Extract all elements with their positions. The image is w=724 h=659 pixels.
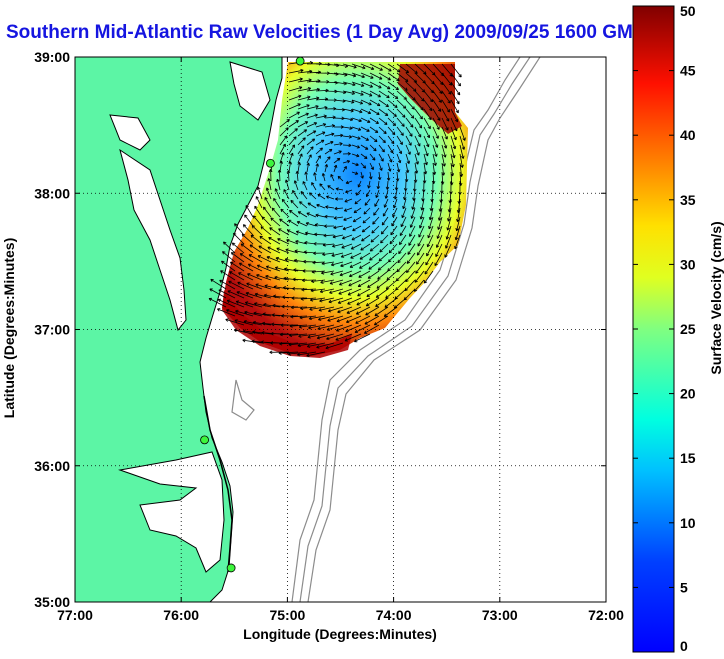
colorbar-tick-label: 50	[680, 3, 696, 19]
x-axis-label: Longitude (Degrees:Minutes)	[243, 626, 437, 642]
colorbar-ticks: 0 5 10 15 20 25 30 35 40 45 50	[633, 3, 696, 654]
radar-site-marker	[200, 435, 209, 445]
radar-site-marker	[226, 563, 236, 573]
colorbar-tick-label: 0	[680, 638, 688, 654]
map-grid	[75, 57, 606, 602]
radar-sites	[200, 57, 305, 573]
colorbar-tick-label: 15	[680, 450, 696, 466]
colorbar-tick-label: 20	[680, 386, 696, 402]
y-tick-label: 36:00	[34, 458, 70, 474]
x-axis-ticks: 77:00 76:00 75:00 74:00 73:00 72:00	[57, 57, 624, 623]
map-title: Southern Mid-Atlantic Raw Velocities (1 …	[6, 22, 645, 43]
x-tick-label: 76:00	[163, 607, 199, 623]
bay-water	[229, 61, 271, 121]
sound-water	[118, 451, 225, 573]
y-tick-label: 35:00	[34, 594, 70, 610]
x-tick-label: 75:00	[269, 607, 305, 623]
x-tick-label: 73:00	[482, 607, 518, 623]
colorbar-tick-label: 30	[680, 256, 696, 272]
colorbar-tick-label: 40	[680, 127, 696, 143]
colorbar-tick-label: 5	[680, 579, 688, 595]
bathymetry-contours	[231, 57, 541, 602]
y-axis-ticks: 35:00 36:00 37:00 38:00 39:00	[34, 49, 606, 610]
y-tick-label: 39:00	[34, 49, 70, 65]
radar-site-marker	[266, 158, 275, 168]
colorbar-label: Surface Velocity (cm/s)	[708, 221, 724, 374]
velocity-field	[222, 62, 468, 356]
x-tick-label: 77:00	[57, 607, 93, 623]
y-axis-label: Latitude (Degrees:Minutes)	[1, 238, 17, 418]
x-tick-label: 74:00	[376, 607, 412, 623]
bay-water	[109, 114, 151, 151]
y-tick-label: 37:00	[34, 322, 70, 338]
radar-site-marker	[295, 57, 305, 66]
bay-water	[119, 148, 187, 332]
y-tick-label: 38:00	[34, 185, 70, 201]
colorbar-tick-label: 35	[680, 192, 696, 208]
colorbar-tick-label: 25	[680, 321, 696, 337]
colorbar	[632, 5, 675, 653]
colorbar-tick-label: 10	[680, 515, 696, 531]
x-tick-label: 72:00	[588, 607, 624, 623]
colorbar-tick-label: 45	[680, 63, 696, 79]
barrier-island	[203, 395, 233, 573]
